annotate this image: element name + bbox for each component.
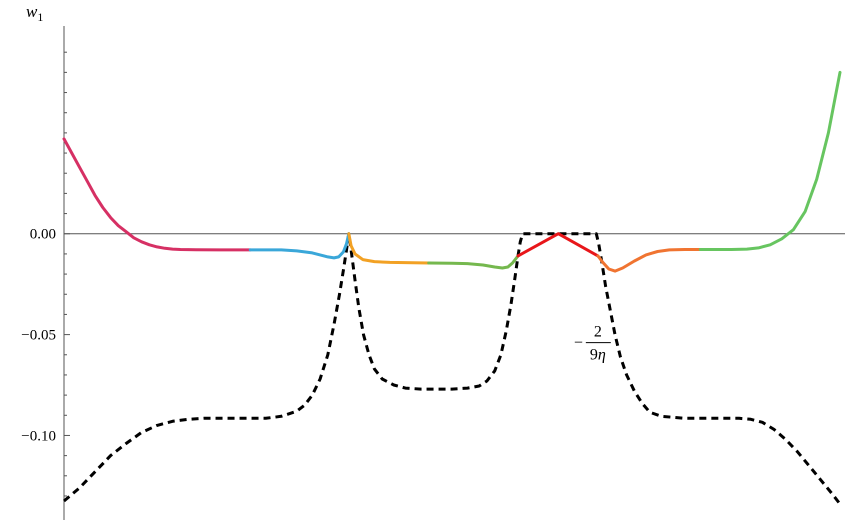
annotation-minus: −: [574, 335, 583, 352]
dashed-curve: [63, 232, 842, 505]
w1-curve-segment: [596, 248, 702, 273]
y-axis-label: w1: [26, 2, 43, 24]
y-tick-label: −0.05: [21, 328, 56, 344]
y-tick-label: 0.00: [30, 227, 56, 243]
y-tick-label: −0.10: [21, 428, 56, 444]
w1-curve-segment: [347, 232, 431, 265]
w1-curve-segment: [248, 232, 351, 260]
axes: 0.00 −0.05 −0.10: [21, 26, 845, 520]
w1-curve-segment: [698, 70, 842, 251]
w1-curve-segment: [516, 232, 600, 258]
eta-annotation: − 2 9η: [574, 324, 611, 364]
y-ticks: 0.00 −0.05 −0.10: [21, 51, 70, 497]
annotation-denominator: 9η: [590, 347, 606, 364]
series-layer: [62, 70, 842, 505]
w1-curve-segment: [427, 254, 520, 270]
w1-curve-segment: [62, 137, 252, 252]
annotation-numerator: 2: [594, 324, 602, 341]
